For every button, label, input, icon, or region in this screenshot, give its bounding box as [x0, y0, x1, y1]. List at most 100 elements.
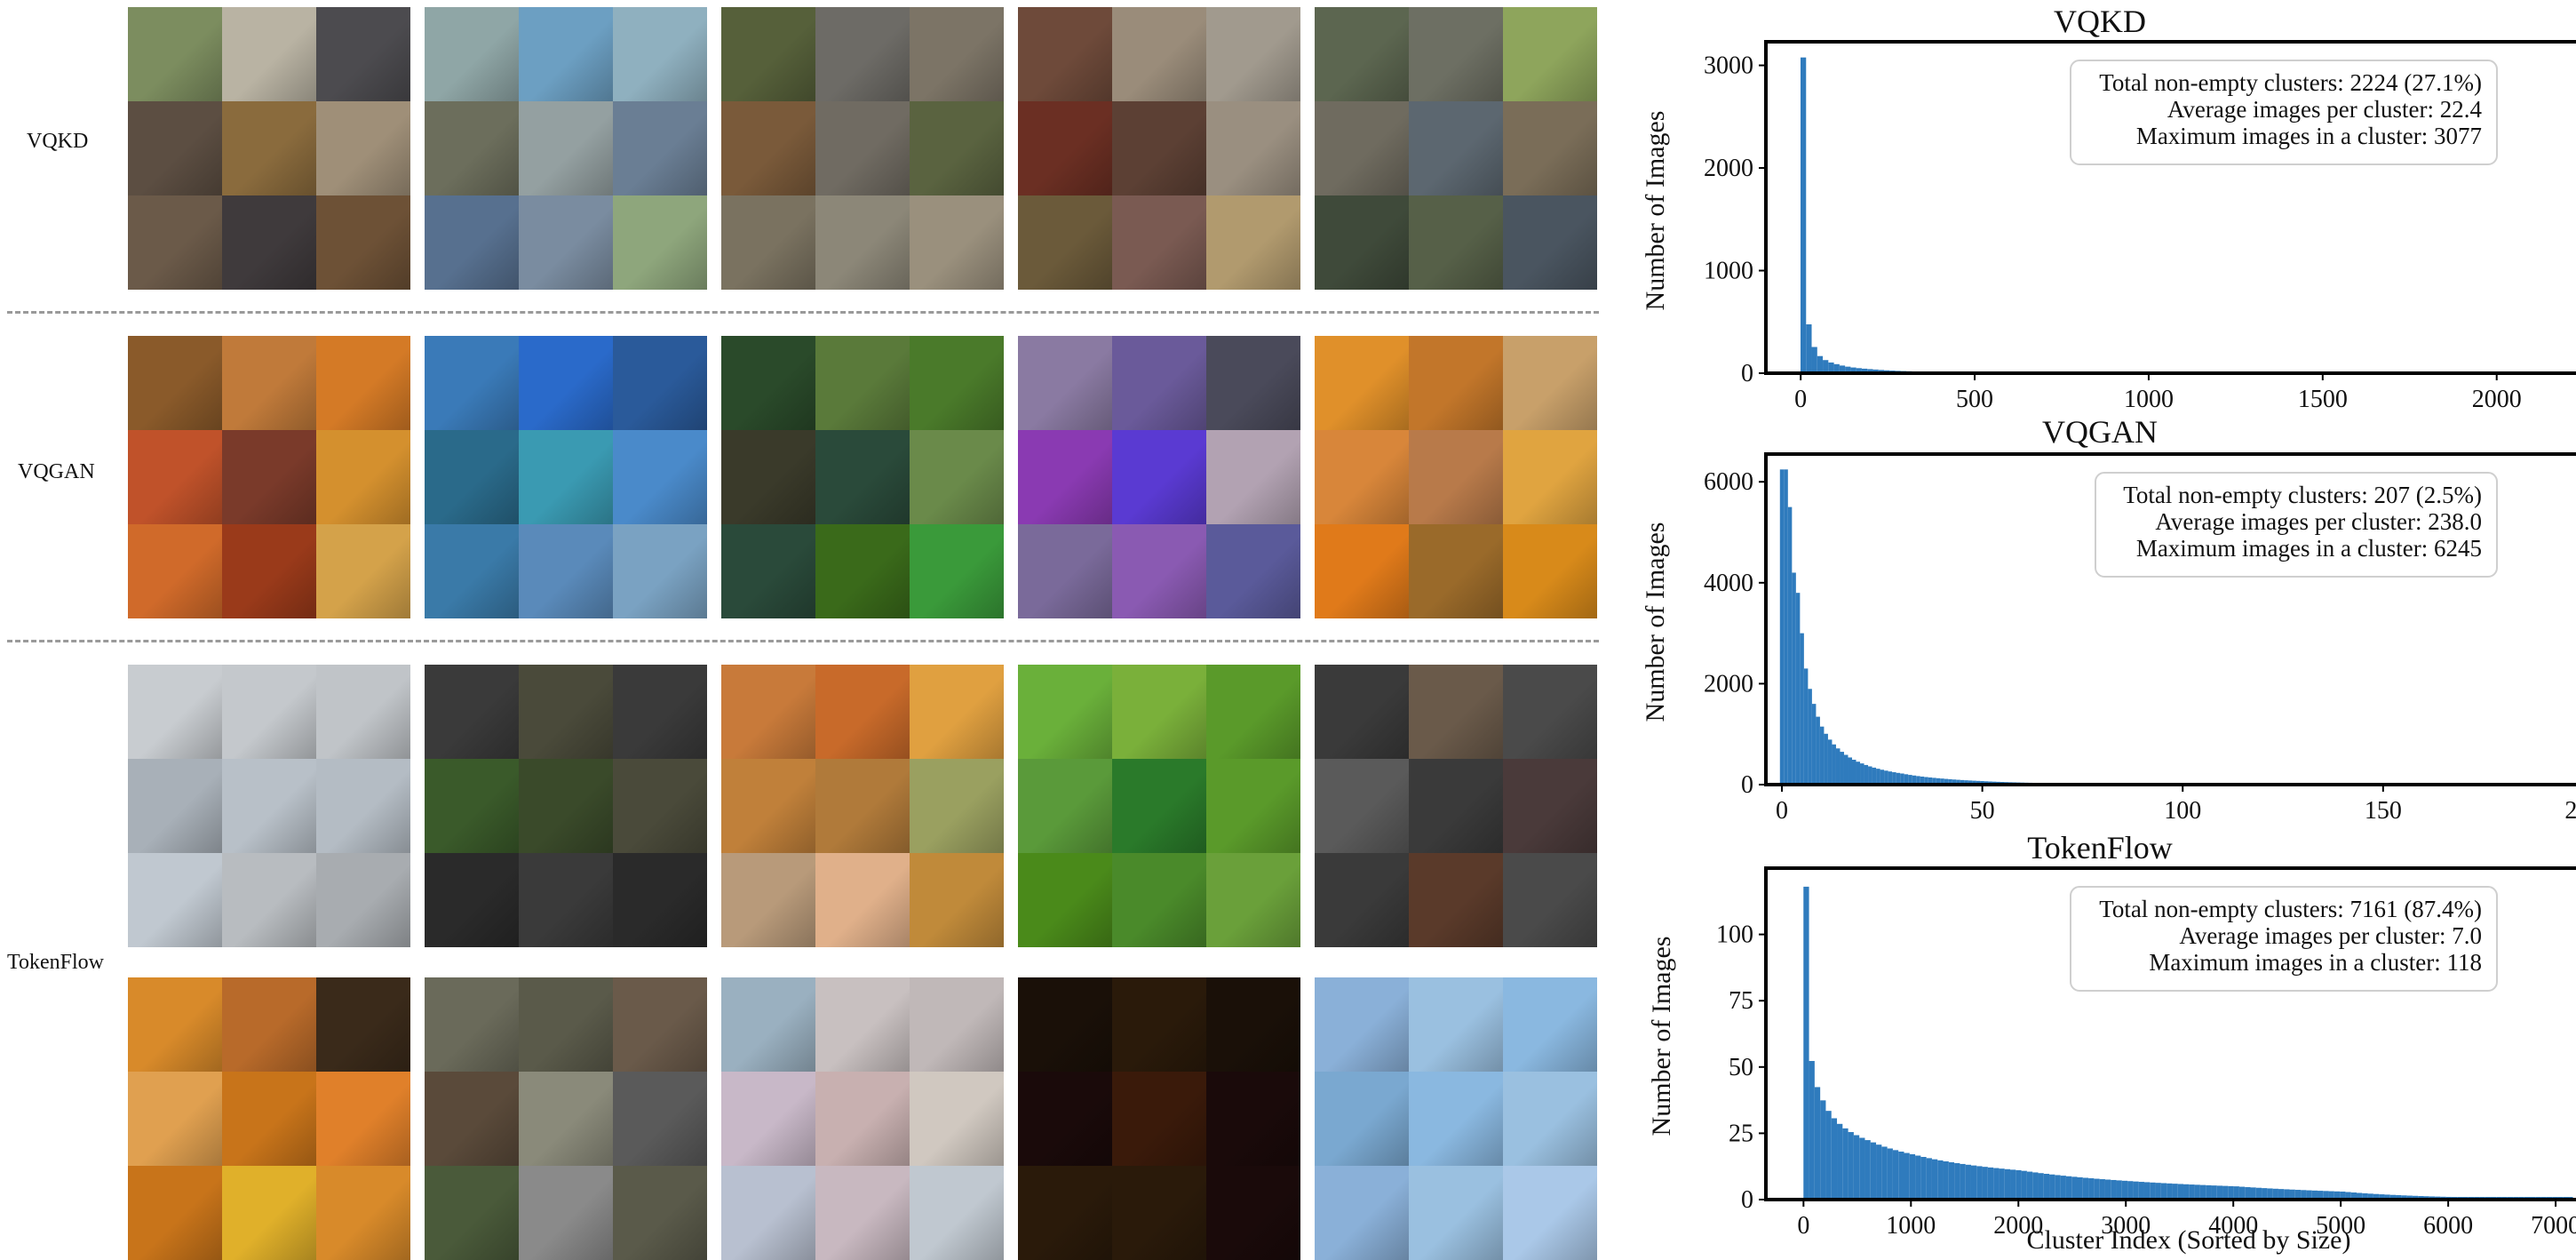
image-tile [1315, 759, 1409, 853]
image-tile [519, 101, 613, 195]
y-tick-label: 3000 [1704, 52, 1753, 80]
image-tile [1503, 336, 1597, 430]
histogram-bar [1881, 1146, 1887, 1200]
image-tile [815, 195, 910, 290]
image-tile [1018, 524, 1112, 618]
image-tile [425, 336, 519, 430]
chart-title: TokenFlow [2027, 830, 2172, 865]
chart-title: VQGAN [2042, 414, 2158, 450]
histogram-bar [2032, 1172, 2038, 1200]
image-tile [815, 7, 910, 101]
image-tile [1315, 101, 1409, 195]
image-grid-water-birds [425, 7, 707, 290]
histogram-bar [2111, 1180, 2116, 1200]
image-tile [1315, 430, 1409, 524]
image-tile [815, 336, 910, 430]
stat-maximum: Maximum images in a cluster: 6245 [2136, 535, 2482, 562]
histogram-bar [1820, 1100, 1825, 1200]
image-tile [613, 7, 707, 101]
histogram-bar [2015, 1170, 2021, 1200]
image-tile [316, 101, 410, 195]
image-tile [613, 336, 707, 430]
x-tick-label: 150 [2365, 797, 2402, 825]
image-tile [1503, 1072, 1597, 1166]
histogram-bar [1817, 356, 1823, 373]
histogram-bar [2049, 1175, 2055, 1200]
histogram-bar [1884, 770, 1888, 785]
x-tick-label: 7000 [2531, 1212, 2576, 1240]
image-tile [316, 759, 410, 853]
image-tile [425, 853, 519, 947]
image-tile [316, 524, 410, 618]
histogram-bar [1823, 360, 1828, 373]
image-tile [316, 336, 410, 430]
image-tile [519, 7, 613, 101]
histogram-bar [1852, 760, 1856, 785]
image-tile [1409, 665, 1503, 759]
image-tile [1112, 524, 1206, 618]
image-tile [1206, 195, 1300, 290]
histogram-bar [1820, 727, 1825, 785]
histogram-bar [2061, 1176, 2066, 1200]
image-tile [425, 101, 519, 195]
image-tile [1315, 1072, 1409, 1166]
image-grid-locomotives [1315, 665, 1597, 947]
image-tile [425, 524, 519, 618]
histogram-bar [2094, 1179, 2099, 1200]
histogram-bar [1800, 634, 1804, 785]
image-tile [613, 665, 707, 759]
image-grid-squash [128, 977, 410, 1260]
image-tile [1206, 1166, 1300, 1260]
image-tile [1503, 195, 1597, 290]
histogram-bar [2245, 1187, 2250, 1200]
histogram-bar [1848, 757, 1852, 785]
histogram-bar [2133, 1182, 2138, 1200]
image-tile [613, 1072, 707, 1166]
histogram-bar [1809, 1061, 1815, 1200]
image-tile [128, 336, 222, 430]
y-tick-label: 2000 [1704, 670, 1753, 698]
histogram-bar [1993, 1168, 1999, 1200]
image-tile [128, 853, 222, 947]
histogram-bar [2144, 1182, 2150, 1200]
image-tile [222, 101, 316, 195]
image-tile [222, 977, 316, 1072]
image-tile [1503, 1166, 1597, 1260]
image-tile [1315, 977, 1409, 1072]
image-tile [1112, 195, 1206, 290]
image-tile [1018, 977, 1112, 1072]
x-axis-label: Cluster Index (Sorted by Size) [2027, 1225, 2351, 1255]
histogram-bar [1868, 766, 1872, 785]
vqgan-histogram: VQGAN Number of Images 05010015020002000… [1626, 411, 2576, 819]
stat-clusters: Total non-empty clusters: 2224 (27.1%) [2099, 69, 2482, 96]
image-tile [1206, 759, 1300, 853]
image-tile [1315, 524, 1409, 618]
stats-box: Total non-empty clusters: 7161 (87.4%) A… [2071, 887, 2497, 991]
image-tile [1018, 195, 1112, 290]
chart-title: VQKD [2054, 4, 2146, 39]
x-tick-label: 200 [2564, 797, 2576, 825]
row-label-vqgan: VQGAN [18, 460, 95, 484]
image-tile [910, 759, 1004, 853]
image-tile [910, 101, 1004, 195]
image-tile [910, 524, 1004, 618]
image-tile [222, 195, 316, 290]
histogram-bar [1888, 1148, 1893, 1200]
image-tile [425, 195, 519, 290]
histogram-bar [1788, 507, 1793, 785]
image-tile [1503, 759, 1597, 853]
image-tile [1112, 7, 1206, 101]
image-tile [721, 195, 815, 290]
image-tile [1018, 101, 1112, 195]
histogram-bar [1971, 1166, 1976, 1200]
image-tile [519, 1166, 613, 1260]
histogram-bar [1937, 1160, 1943, 1200]
histogram-bar [2234, 1186, 2239, 1200]
image-tile [1315, 665, 1409, 759]
histogram-bar [2122, 1181, 2127, 1200]
x-tick-label: 2000 [2472, 386, 2522, 413]
histogram-bar [2172, 1184, 2177, 1200]
stat-clusters: Total non-empty clusters: 7161 (87.4%) [2099, 896, 2482, 922]
image-tile [613, 430, 707, 524]
stat-maximum: Maximum images in a cluster: 3077 [2136, 123, 2482, 149]
